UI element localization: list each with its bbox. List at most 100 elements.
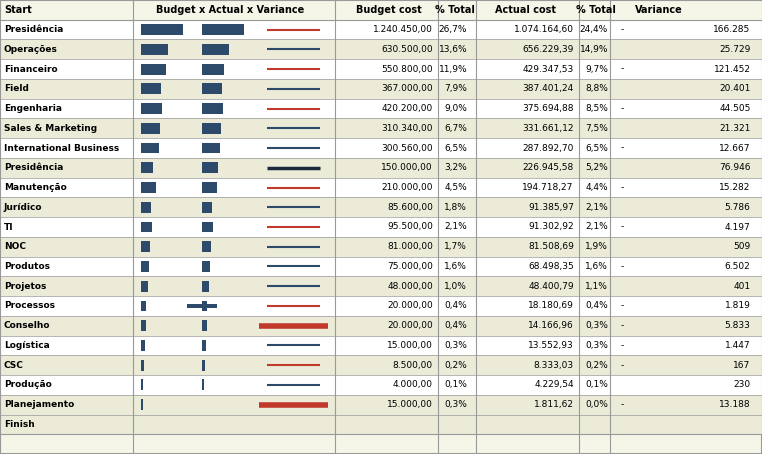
Text: 76.946: 76.946 bbox=[719, 163, 751, 172]
Text: -: - bbox=[621, 25, 624, 34]
Text: 367.000,00: 367.000,00 bbox=[381, 84, 433, 94]
Text: 1.074.164,60: 1.074.164,60 bbox=[514, 25, 574, 34]
Text: Engenharia: Engenharia bbox=[4, 104, 62, 113]
Text: 21.321: 21.321 bbox=[719, 124, 751, 133]
Text: -: - bbox=[621, 341, 624, 350]
Text: 0,2%: 0,2% bbox=[585, 360, 608, 370]
FancyBboxPatch shape bbox=[141, 399, 143, 410]
Text: 331.661,12: 331.661,12 bbox=[522, 124, 574, 133]
Text: 1,6%: 1,6% bbox=[444, 262, 467, 271]
Text: 0,3%: 0,3% bbox=[585, 321, 608, 330]
FancyBboxPatch shape bbox=[0, 336, 762, 355]
Text: 7,9%: 7,9% bbox=[444, 84, 467, 94]
Text: 85.600,00: 85.600,00 bbox=[387, 203, 433, 212]
Text: 9,0%: 9,0% bbox=[444, 104, 467, 113]
FancyBboxPatch shape bbox=[0, 237, 762, 257]
Text: 167: 167 bbox=[733, 360, 751, 370]
FancyBboxPatch shape bbox=[202, 182, 217, 193]
Text: 0,4%: 0,4% bbox=[585, 301, 608, 311]
Text: Budget cost: Budget cost bbox=[356, 5, 421, 15]
FancyBboxPatch shape bbox=[0, 217, 762, 237]
FancyBboxPatch shape bbox=[202, 103, 223, 114]
Text: 8.500,00: 8.500,00 bbox=[392, 360, 433, 370]
Text: 20.000,00: 20.000,00 bbox=[387, 301, 433, 311]
FancyBboxPatch shape bbox=[202, 360, 205, 370]
FancyBboxPatch shape bbox=[0, 178, 762, 197]
Text: 15.000,00: 15.000,00 bbox=[387, 400, 433, 409]
FancyBboxPatch shape bbox=[141, 320, 146, 331]
Text: 387.401,24: 387.401,24 bbox=[523, 84, 574, 94]
FancyBboxPatch shape bbox=[141, 103, 162, 114]
Text: 14.166,96: 14.166,96 bbox=[528, 321, 574, 330]
FancyBboxPatch shape bbox=[0, 197, 762, 217]
Text: -: - bbox=[621, 321, 624, 330]
Text: Start: Start bbox=[4, 5, 31, 15]
FancyBboxPatch shape bbox=[141, 84, 161, 94]
FancyBboxPatch shape bbox=[141, 301, 146, 311]
Text: 2,1%: 2,1% bbox=[585, 203, 608, 212]
Text: 310.340,00: 310.340,00 bbox=[381, 124, 433, 133]
Text: 26,7%: 26,7% bbox=[439, 25, 467, 34]
Text: Variance: Variance bbox=[636, 5, 683, 15]
Text: 15.282: 15.282 bbox=[719, 183, 751, 192]
Text: 8.333,03: 8.333,03 bbox=[533, 360, 574, 370]
Text: 75.000,00: 75.000,00 bbox=[387, 262, 433, 271]
Text: CSC: CSC bbox=[4, 360, 24, 370]
Text: 2,1%: 2,1% bbox=[444, 222, 467, 232]
Text: 91.385,97: 91.385,97 bbox=[528, 203, 574, 212]
FancyBboxPatch shape bbox=[141, 242, 150, 252]
Text: 287.892,70: 287.892,70 bbox=[523, 143, 574, 153]
Text: Conselho: Conselho bbox=[4, 321, 50, 330]
Text: 0,3%: 0,3% bbox=[444, 341, 467, 350]
Text: % Total: % Total bbox=[435, 5, 475, 15]
FancyBboxPatch shape bbox=[202, 301, 207, 311]
Text: 25.729: 25.729 bbox=[719, 45, 751, 54]
FancyBboxPatch shape bbox=[141, 380, 143, 390]
Text: Processos: Processos bbox=[4, 301, 55, 311]
FancyBboxPatch shape bbox=[141, 143, 158, 153]
Text: 4,5%: 4,5% bbox=[444, 183, 467, 192]
Text: 3,2%: 3,2% bbox=[444, 163, 467, 172]
FancyBboxPatch shape bbox=[0, 296, 762, 316]
FancyBboxPatch shape bbox=[141, 163, 153, 173]
FancyBboxPatch shape bbox=[0, 257, 762, 276]
Text: 13.552,93: 13.552,93 bbox=[528, 341, 574, 350]
Text: International Business: International Business bbox=[4, 143, 119, 153]
Text: % Total: % Total bbox=[576, 5, 616, 15]
FancyBboxPatch shape bbox=[141, 340, 145, 351]
FancyBboxPatch shape bbox=[141, 261, 149, 272]
Text: 630.500,00: 630.500,00 bbox=[381, 45, 433, 54]
Text: 4.229,54: 4.229,54 bbox=[534, 380, 574, 390]
Text: 1.811,62: 1.811,62 bbox=[534, 400, 574, 409]
Text: 656.229,39: 656.229,39 bbox=[523, 45, 574, 54]
Text: 81.000,00: 81.000,00 bbox=[387, 242, 433, 251]
Text: 4,4%: 4,4% bbox=[585, 183, 608, 192]
Text: 6.502: 6.502 bbox=[725, 262, 751, 271]
Text: 95.500,00: 95.500,00 bbox=[387, 222, 433, 232]
Text: 0,3%: 0,3% bbox=[585, 341, 608, 350]
FancyBboxPatch shape bbox=[0, 158, 762, 178]
FancyBboxPatch shape bbox=[141, 182, 155, 193]
FancyBboxPatch shape bbox=[202, 143, 219, 153]
Text: 44.505: 44.505 bbox=[719, 104, 751, 113]
Text: 1.447: 1.447 bbox=[725, 341, 751, 350]
Text: 4.000,00: 4.000,00 bbox=[393, 380, 433, 390]
FancyBboxPatch shape bbox=[202, 84, 222, 94]
Text: 15.000,00: 15.000,00 bbox=[387, 341, 433, 350]
Text: 1,7%: 1,7% bbox=[444, 242, 467, 251]
FancyBboxPatch shape bbox=[141, 123, 160, 134]
FancyBboxPatch shape bbox=[0, 375, 762, 395]
Text: Actual cost: Actual cost bbox=[495, 5, 556, 15]
FancyBboxPatch shape bbox=[202, 44, 229, 55]
FancyBboxPatch shape bbox=[187, 304, 217, 308]
FancyBboxPatch shape bbox=[202, 123, 221, 134]
Text: 5.833: 5.833 bbox=[725, 321, 751, 330]
FancyBboxPatch shape bbox=[202, 281, 209, 291]
Text: Presidência: Presidência bbox=[4, 25, 63, 34]
Text: Produtos: Produtos bbox=[4, 262, 50, 271]
Text: Jurídico: Jurídico bbox=[4, 203, 43, 212]
Text: 420.200,00: 420.200,00 bbox=[382, 104, 433, 113]
FancyBboxPatch shape bbox=[141, 222, 152, 232]
Text: 230: 230 bbox=[734, 380, 751, 390]
Text: 8,8%: 8,8% bbox=[585, 84, 608, 94]
